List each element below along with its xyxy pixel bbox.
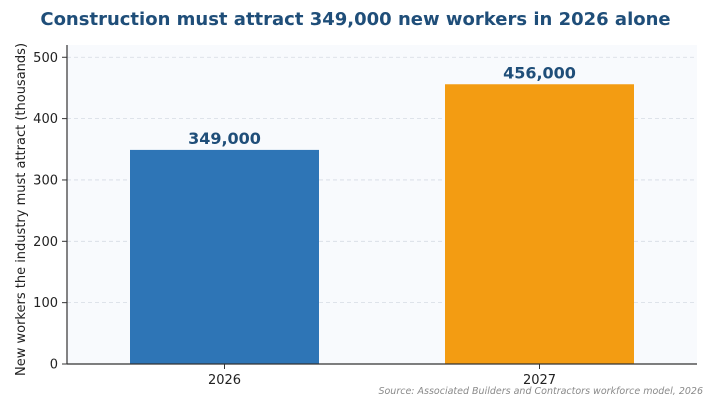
bar-2027 — [445, 84, 634, 364]
y-tick-label: 300 — [33, 173, 58, 188]
y-tick-label: 200 — [33, 235, 58, 250]
axes: 0 100 200 300 400 500 2026 2027 — [33, 45, 697, 388]
bar-2026 — [130, 149, 319, 364]
y-tick-label: 0 — [50, 358, 58, 373]
bars — [130, 84, 634, 364]
x-tick-label: 2026 — [208, 373, 241, 388]
y-axis-label: New workers the industry must attract (t… — [14, 43, 29, 376]
chart-title: Construction must attract 349,000 new wo… — [40, 9, 671, 30]
x-tick-label: 2027 — [523, 373, 556, 388]
source-note: Source: Associated Builders and Contract… — [378, 386, 703, 397]
y-tick-label: 100 — [33, 296, 58, 311]
data-labels: 349,000 456,000 — [188, 63, 576, 148]
y-tick-label: 500 — [33, 51, 58, 66]
y-tick-label: 400 — [33, 112, 58, 127]
data-label: 456,000 — [503, 63, 576, 82]
data-label: 349,000 — [188, 129, 261, 148]
